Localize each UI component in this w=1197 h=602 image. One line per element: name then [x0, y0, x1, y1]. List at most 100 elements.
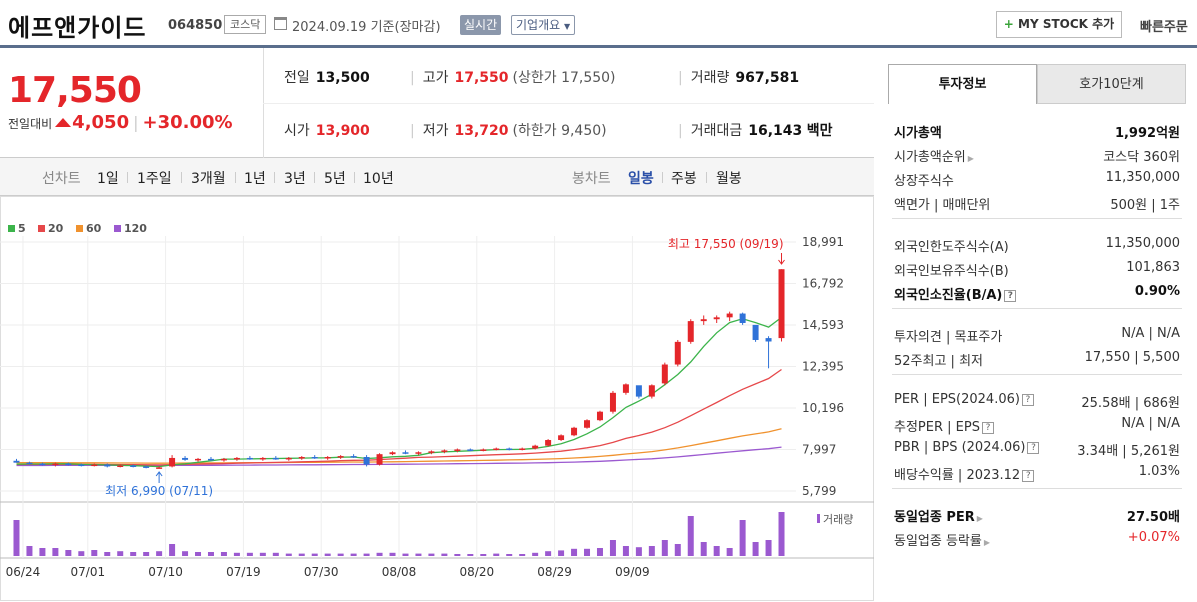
candle-monthly[interactable]: 월봉: [716, 171, 742, 187]
change-amount: 4,050: [72, 112, 130, 133]
candle-body: [467, 449, 474, 451]
ma-line-20: [16, 368, 782, 466]
info-value: 1.03%: [1138, 464, 1180, 479]
candle-body: [713, 317, 720, 320]
candle-body: [596, 411, 603, 421]
volume-bar: [220, 552, 227, 556]
candle-body: [739, 313, 746, 323]
company-info-dropdown[interactable]: 기업개요 ▼: [511, 15, 576, 35]
info-value: 3.34배 | 5,261원: [1077, 444, 1180, 459]
period-1w[interactable]: 1주일: [137, 171, 172, 187]
low-arrow-icon: [155, 471, 163, 483]
info-value: 25.58배 | 686원: [1081, 396, 1180, 411]
realtime-button[interactable]: 실시간: [460, 15, 502, 35]
candle-weekly[interactable]: 주봉: [671, 171, 697, 187]
info-value: 0.90%: [1134, 284, 1180, 299]
volume-bar: [13, 520, 20, 556]
volume-value: 967,581: [735, 70, 800, 86]
period-1y[interactable]: 1년: [244, 171, 266, 187]
legend-label: 5: [18, 222, 26, 235]
volume-bar: [350, 553, 357, 556]
x-tick-label: 09/09: [615, 565, 650, 579]
trade-value: | 거래대금 16,143 백만: [678, 120, 833, 140]
open-price: 시가 13,900: [284, 120, 370, 140]
quote-date: 2024.09.19 기준(장마감): [292, 16, 441, 35]
period-3m[interactable]: 3개월: [191, 171, 226, 187]
info-value: 17,550 | 5,500: [1084, 350, 1180, 365]
candle-body: [648, 385, 655, 397]
tab-investment-info[interactable]: 투자정보: [888, 64, 1037, 104]
candle-body: [91, 464, 98, 467]
info-label: PER | EPS(2024.06)?: [894, 392, 1034, 407]
divider: [274, 172, 275, 183]
volume-bar: [441, 553, 448, 556]
info-value: 1,992억원: [1114, 126, 1180, 141]
volume-label: 거래량: [690, 70, 730, 86]
volume-bar: [195, 552, 202, 556]
help-icon[interactable]: ?: [981, 422, 994, 434]
candle-body: [687, 321, 694, 342]
help-icon[interactable]: ?: [1021, 394, 1034, 406]
volume-bar: [674, 544, 681, 556]
info-label: PBR | BPS (2024.06)?: [894, 440, 1040, 455]
period-1d[interactable]: 1일: [97, 171, 119, 187]
period-10y[interactable]: 10년: [363, 171, 394, 187]
volume-bar: [713, 546, 720, 556]
tab-order-book[interactable]: 호가10단계: [1037, 64, 1186, 104]
help-icon[interactable]: ?: [1022, 470, 1035, 482]
info-label: 외국인소진율(B/A)?: [894, 284, 1017, 303]
help-icon[interactable]: ?: [1027, 442, 1040, 454]
stock-chart[interactable]: 06/24 07/01 07/10 07/19 07/30 08/08 08/20 08/29…: [0, 196, 874, 602]
volume-bar: [91, 550, 98, 556]
volume-bar: [415, 553, 422, 556]
add-mystock-button[interactable]: + MY STOCK 추가: [996, 11, 1122, 38]
candle-body: [778, 269, 785, 339]
info-value: 11,350,000: [1105, 236, 1180, 251]
high-arrow-icon: [778, 253, 785, 265]
info-label: 외국인보유주식수(B): [894, 264, 1009, 279]
volume-bar: [584, 548, 591, 556]
candle-body: [285, 457, 292, 460]
period-5y[interactable]: 5년: [324, 171, 346, 187]
high-value: 17,550: [454, 70, 509, 86]
chart-canvas: 06/24 07/01 07/10 07/19 07/30 08/08 08/20 08/29…: [0, 196, 874, 601]
volume-bar: [26, 546, 33, 556]
volume-bar: [272, 552, 279, 556]
candle-body: [389, 452, 396, 455]
legend-label: 20: [48, 222, 64, 235]
trade-value-label: 거래대금: [690, 123, 743, 139]
legend-swatch: [76, 225, 83, 232]
volume: | 거래량 967,581: [678, 67, 799, 87]
volume-bar: [558, 550, 565, 556]
stock-code: 064850: [168, 18, 223, 33]
candle-body: [272, 457, 279, 460]
volume-bar: [454, 554, 461, 556]
volume-bar: [467, 554, 474, 556]
help-icon[interactable]: ?: [1004, 290, 1017, 302]
volume-bar: [324, 553, 331, 556]
quote-date-suffix: 기준(장마감): [370, 20, 441, 35]
candle-body: [259, 457, 266, 460]
candle-body: [428, 451, 435, 453]
x-tick-label: 07/30: [304, 565, 339, 579]
info-label: 시가총액순위 ▶: [894, 150, 974, 165]
low-price: | 저가 13,720 (하한가 9,450): [410, 120, 607, 140]
divider: [314, 172, 315, 183]
volume-bar: [661, 540, 668, 556]
divider: |: [410, 70, 415, 86]
candle-body: [350, 456, 357, 458]
company-info-label: 기업개요: [516, 18, 561, 32]
chevron-right-icon: ▶: [983, 538, 991, 547]
candle-body: [156, 467, 163, 469]
volume-bar: [765, 540, 772, 556]
volume-bar: [52, 548, 59, 556]
prev-close: 전일 13,500: [284, 67, 370, 87]
candle-daily[interactable]: 일봉: [628, 171, 654, 187]
info-value: 101,863: [1126, 260, 1180, 275]
quick-order-link[interactable]: 빠른주문: [1140, 20, 1188, 35]
volume-bar: [246, 552, 253, 556]
candle-body: [65, 463, 72, 466]
volume-bar: [532, 552, 539, 556]
period-3y[interactable]: 3년: [284, 171, 306, 187]
info-value: 500원 | 1주: [1110, 198, 1180, 213]
